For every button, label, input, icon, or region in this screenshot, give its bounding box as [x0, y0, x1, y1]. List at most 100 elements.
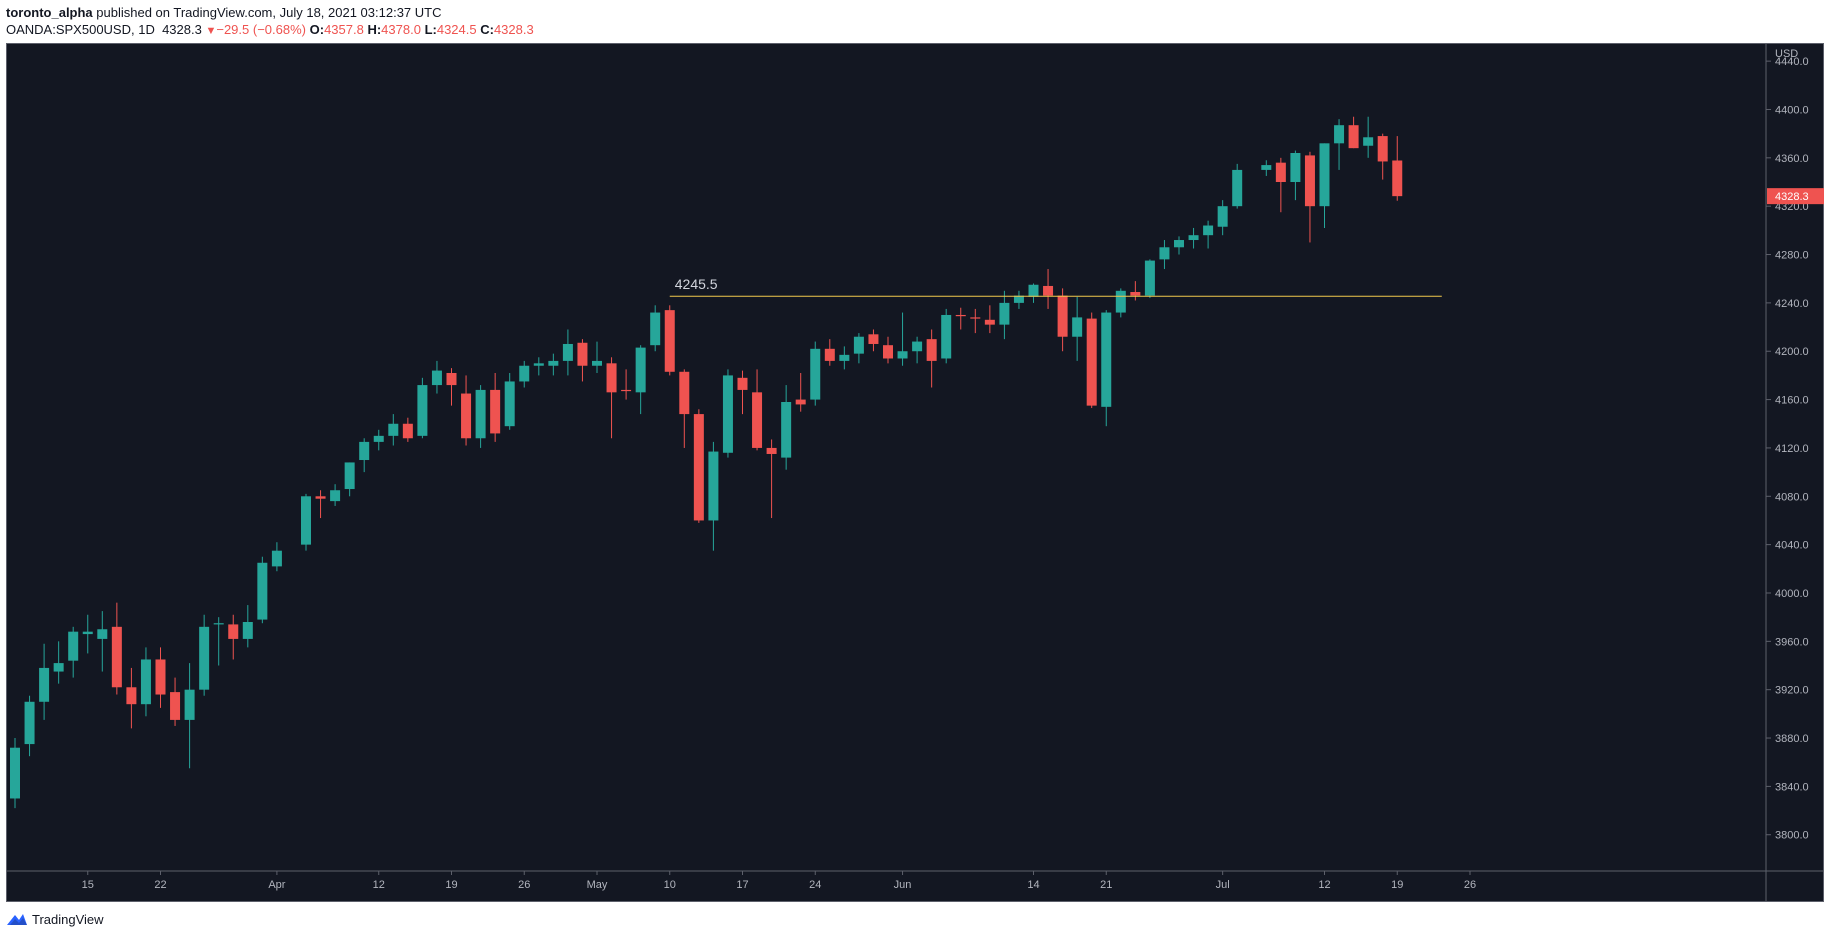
candle-body [39, 667, 50, 702]
candle-up [1101, 310, 1112, 427]
time-axis[interactable]: 15 22 Apr 12 19 26 May 10 17 24 Jun 14 21 Jul 12 19 26 [82, 871, 1477, 891]
candle-up [1188, 227, 1199, 249]
candle-down [795, 372, 806, 412]
candle-body [315, 496, 326, 499]
last-price-tag-label: 4328.3 [1775, 191, 1809, 203]
candle-body [679, 371, 690, 415]
currency-label[interactable]: USD [1775, 48, 1798, 60]
price-axis[interactable]: 3800.0 3840.0 3880.0 3920.0 3960.0 4000.0 4040… [1766, 48, 1809, 842]
candle-body [955, 314, 966, 317]
candle-body [1174, 240, 1184, 248]
candle-body [504, 381, 515, 427]
candle-body [1232, 169, 1243, 207]
candle-up [271, 542, 282, 572]
candle-down [752, 369, 763, 451]
candle-body [1144, 260, 1155, 296]
candle-up [1174, 236, 1184, 255]
candle-up [184, 663, 195, 769]
candle-down [1348, 116, 1359, 149]
candle-body [271, 550, 282, 567]
candle-body [592, 360, 602, 366]
candle-up [562, 329, 573, 376]
candle-body [184, 689, 195, 720]
candle-body [402, 423, 413, 439]
open-value: 4357.8 [324, 22, 364, 37]
candle-body [562, 343, 573, 361]
candle-up [941, 308, 952, 364]
candle-up [344, 462, 355, 497]
candle-up [213, 617, 224, 666]
candle-body [170, 692, 181, 720]
candle-up [242, 605, 253, 648]
price-tick-label: 4040.0 [1775, 540, 1809, 552]
candle-body [548, 360, 559, 366]
time-tick-label: 10 [664, 879, 676, 891]
candle-down [926, 329, 937, 388]
candle-down [984, 305, 995, 334]
time-tick-label: 19 [445, 879, 457, 891]
candle-up [853, 333, 864, 364]
candle-down [490, 372, 501, 442]
candle-up [912, 336, 923, 364]
low-label: L: [424, 22, 437, 37]
candle-body [1159, 247, 1170, 260]
candle-body [984, 319, 995, 325]
candle-body [722, 375, 733, 453]
candle-up [330, 484, 341, 506]
candle-body [24, 701, 35, 745]
candle-body [344, 462, 355, 490]
brand-label[interactable]: TradingView [32, 911, 104, 927]
publish-text: published on TradingView.com, July 18, 2… [92, 5, 442, 20]
candle-body [1203, 225, 1214, 236]
candle-up [897, 312, 908, 366]
candle-body [1072, 317, 1083, 337]
open-label: O: [309, 22, 325, 37]
price-tick-label: 3840.0 [1775, 781, 1809, 793]
candle-body [606, 363, 617, 393]
candle-body [242, 621, 253, 639]
footer-brand: TradingView [6, 909, 104, 929]
candle-up [519, 360, 530, 388]
candle-down [461, 375, 472, 446]
candle-down [606, 357, 617, 439]
candle-up [1290, 150, 1301, 201]
candle-down [970, 308, 981, 334]
candle-up [810, 341, 821, 406]
candle-down [664, 305, 675, 376]
time-tick-label: Jun [894, 879, 912, 891]
time-tick-label: 24 [809, 879, 821, 891]
candle-up [708, 441, 719, 551]
candle-body [228, 624, 239, 639]
candlestick-chart[interactable]: 3800.0 3840.0 3880.0 3920.0 3960.0 4000.0 4040… [6, 43, 1824, 902]
candle-body [752, 392, 763, 448]
candle-up [1013, 290, 1024, 309]
candle-down [155, 647, 166, 708]
candle-down [737, 370, 748, 415]
candle-up [1203, 220, 1214, 249]
candle-body [1188, 235, 1199, 241]
candle-up [359, 438, 370, 473]
close-label: C: [480, 22, 494, 37]
time-tick-label: May [587, 879, 608, 891]
candle-up [68, 626, 79, 678]
candle-body [140, 659, 151, 705]
candle-down [824, 339, 835, 366]
candle-down [1392, 136, 1403, 201]
candle-up [999, 290, 1010, 340]
candle-body [1130, 292, 1141, 296]
author-name[interactable]: toronto_alpha [6, 5, 93, 20]
candle-body [519, 365, 530, 382]
price-tick-label: 4080.0 [1775, 491, 1809, 503]
time-tick-label: 12 [1318, 879, 1330, 891]
candle-up [1159, 240, 1170, 270]
candle-body [1319, 143, 1330, 207]
candle-body [461, 393, 472, 439]
candle-up [1334, 119, 1345, 170]
candle-up [1217, 200, 1228, 236]
candle-up [592, 341, 602, 373]
chart-panel[interactable] [6, 43, 1824, 902]
candle-body [417, 385, 428, 436]
candle-down [1304, 151, 1315, 243]
candle-body [431, 370, 442, 386]
time-tick-label: 12 [373, 879, 385, 891]
